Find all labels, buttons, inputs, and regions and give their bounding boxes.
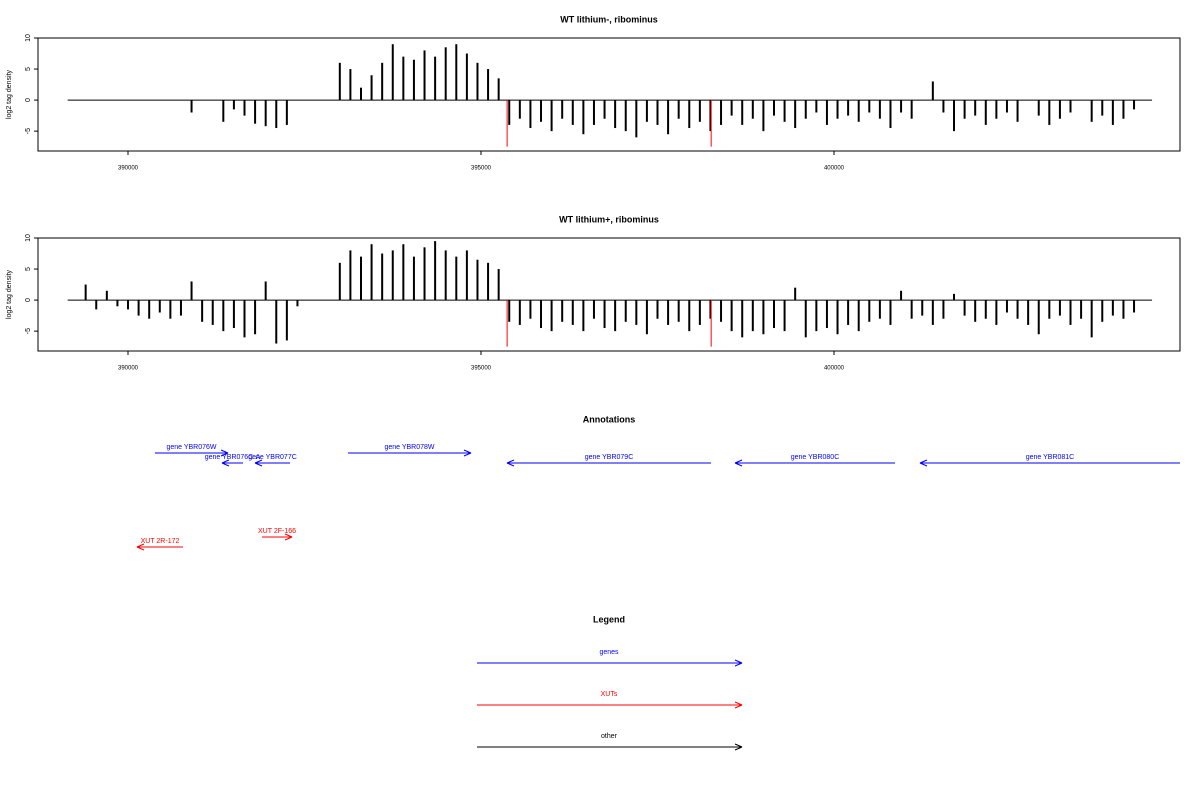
legend-label: XUTs — [601, 691, 618, 698]
arrow-part — [734, 662, 743, 667]
legend-arrow — [477, 659, 743, 667]
arrow-part — [220, 452, 229, 457]
y-axis-label: log2 tag density — [6, 269, 13, 319]
y-tick-label: 0 — [25, 298, 32, 302]
x-tick-label: 400000 — [824, 166, 845, 172]
feature-label: gene YBR080C — [791, 454, 840, 461]
y-tick-label: 5 — [25, 267, 32, 271]
chart-title: WT lithium+, ribominus — [559, 214, 659, 224]
arrow-part — [919, 459, 928, 464]
y-tick-label: 5 — [25, 67, 32, 71]
x-tick-label: 390000 — [118, 166, 139, 172]
feature-arrow — [734, 459, 895, 467]
arrow-part — [136, 543, 145, 548]
arrow-part — [734, 459, 743, 464]
legend-arrow — [477, 743, 743, 751]
arrow-part — [734, 704, 743, 709]
arrow-part — [254, 462, 263, 467]
arrow-part — [734, 659, 743, 664]
arrow-part — [919, 462, 928, 467]
arrow-part — [221, 459, 230, 464]
feature-label: gene YBR078W — [384, 444, 434, 451]
feature-arrow — [919, 459, 1180, 467]
legend-label: other — [601, 733, 618, 740]
arrow-part — [254, 459, 263, 464]
x-tick-label: 395000 — [471, 366, 492, 372]
plot-frame — [37, 37, 1181, 152]
feature-label: XUT 2R-172 — [141, 538, 180, 545]
arrow-part — [284, 533, 293, 538]
arrow-part — [463, 449, 472, 454]
arrow-part — [221, 462, 230, 467]
y-tick-label: 10 — [25, 34, 32, 42]
legend-arrow — [477, 701, 743, 709]
y-tick-label: 0 — [25, 98, 32, 102]
y-axis-label: log2 tag density — [6, 69, 13, 119]
arrow-part — [734, 743, 743, 748]
feature-arrow — [262, 533, 293, 541]
feature-label: gene YBR076C-A — [205, 454, 261, 461]
feature-arrow — [154, 449, 229, 457]
x-tick-label: 390000 — [118, 366, 139, 372]
arrow-part — [136, 546, 145, 551]
feature-label: gene YBR076W — [166, 444, 216, 451]
arrow-part — [734, 746, 743, 751]
feature-arrow — [136, 543, 184, 551]
arrow-part — [734, 701, 743, 706]
arrow-part — [220, 449, 229, 454]
feature-arrow — [254, 459, 291, 467]
arrow-part — [506, 462, 515, 467]
feature-label: gene YBR081C — [1026, 454, 1075, 461]
y-tick-label: 10 — [25, 234, 32, 242]
feature-arrow — [221, 459, 244, 467]
y-tick-label: -5 — [25, 128, 32, 134]
x-tick-label: 395000 — [471, 166, 492, 172]
feature-arrow — [506, 459, 712, 467]
plot-frame — [37, 237, 1181, 352]
arrow-part — [284, 536, 293, 541]
feature-label: XUT 2F-166 — [258, 528, 296, 535]
chart-title: WT lithium-, ribominus — [560, 14, 658, 24]
x-tick-label: 400000 — [824, 366, 845, 372]
feature-label: gene YBR079C — [585, 454, 634, 461]
annotations-title: Annotations — [583, 414, 636, 424]
arrow-part — [734, 462, 743, 467]
y-tick-label: -5 — [25, 328, 32, 334]
legend-title: Legend — [593, 614, 625, 624]
arrow-part — [463, 452, 472, 457]
legend-label: genes — [599, 649, 619, 656]
feature-arrow — [347, 449, 472, 457]
arrow-part — [506, 459, 515, 464]
feature-label: gene YBR077C — [248, 454, 297, 461]
